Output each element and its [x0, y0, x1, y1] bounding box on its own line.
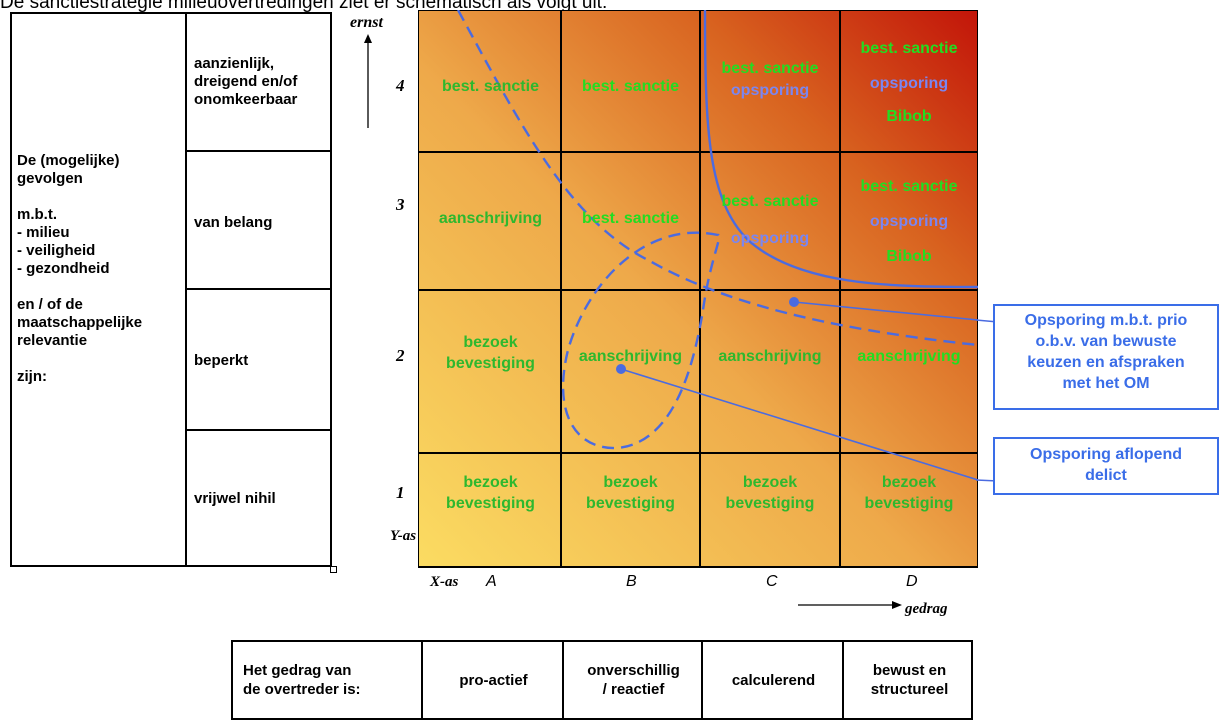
- severity-row-1: vrijwel nihil: [194, 490, 276, 507]
- behaviour-calculerend: calculerend: [701, 642, 844, 718]
- x-axis-name: X-as: [430, 574, 459, 590]
- y-tick-2: 2: [396, 346, 405, 365]
- y-axis-title: ernst: [350, 14, 383, 31]
- cell-2A: bezoek bevestiging: [446, 334, 535, 372]
- cell-2D: aanschrijving: [857, 348, 961, 365]
- cell-2B: aanschrijving: [578, 348, 683, 365]
- x-axis-arrow: [798, 601, 902, 609]
- consequences-table: De (mogelijke) gevolgen m.b.t. - milieu …: [10, 12, 332, 567]
- cell-4C-opsporing: opsporing: [730, 82, 810, 99]
- cell-4C-sanctie: best. sanctie: [721, 60, 819, 77]
- behaviour-table: Het gedrag van de overtreder is: pro-act…: [231, 640, 973, 720]
- cell-4D-sanctie: best. sanctie: [860, 40, 958, 57]
- severity-row-4: aanzienlijk, dreigend en/of onomkeerbaar: [194, 55, 298, 108]
- cell-3C-opsporing: opsporing: [730, 230, 810, 247]
- y-tick-1: 1: [396, 483, 405, 502]
- x-tick-B: B: [626, 573, 637, 590]
- cell-4B: best. sanctie: [582, 78, 679, 95]
- cell-1C: bezoek bevestiging: [725, 474, 815, 512]
- cell-1D: bezoek bevestiging: [864, 474, 954, 512]
- cell-4D-opsporing: opsporing: [869, 75, 949, 92]
- cell-2C: aanschrijving: [718, 348, 822, 365]
- y-axis-name: Y-as: [390, 528, 417, 544]
- cell-3B: best. sanctie: [582, 210, 679, 227]
- y-tick-3: 3: [396, 195, 405, 214]
- behaviour-header: Het gedrag van de overtreder is:: [243, 662, 361, 698]
- severity-behaviour-matrix: [418, 10, 978, 568]
- cell-4A: best. sanctie: [442, 78, 539, 95]
- callout-opsporing-prio: Opsporing m.b.t. prio o.b.v. van bewuste…: [993, 304, 1219, 410]
- x-tick-C: C: [766, 573, 778, 590]
- cell-3D-sanctie: best. sanctie: [860, 178, 958, 195]
- cell-3D-opsporing: opsporing: [869, 213, 949, 230]
- x-tick-D: D: [906, 573, 918, 590]
- behaviour-pro-actief: pro-actief: [421, 642, 564, 718]
- behaviour-bewust: bewust en structureel: [842, 642, 975, 718]
- x-tick-A: A: [486, 573, 497, 590]
- severity-row-2: beperkt: [194, 352, 249, 369]
- y-tick-4: 4: [396, 76, 405, 95]
- cell-3A: aanschrijving: [438, 210, 543, 227]
- callout-opsporing-aflopend: Opsporing aflopend delict: [993, 437, 1219, 495]
- x-axis-title: gedrag: [905, 601, 948, 617]
- cell-1A: bezoek bevestiging: [446, 474, 535, 512]
- behaviour-onverschillig: onverschillig / reactief: [562, 642, 703, 718]
- severity-row-3: van belang: [194, 214, 273, 231]
- resize-handle[interactable]: [330, 566, 337, 573]
- cell-3D-bibob: Bibob: [886, 248, 932, 265]
- cell-4D-bibob: Bibob: [886, 108, 932, 125]
- cell-1B: bezoek bevestiging: [586, 474, 675, 512]
- y-axis-arrow: [364, 34, 372, 128]
- consequences-label: De (mogelijke) gevolgen m.b.t. - milieu …: [17, 152, 143, 385]
- cell-3C-sanctie: best. sanctie: [721, 193, 819, 210]
